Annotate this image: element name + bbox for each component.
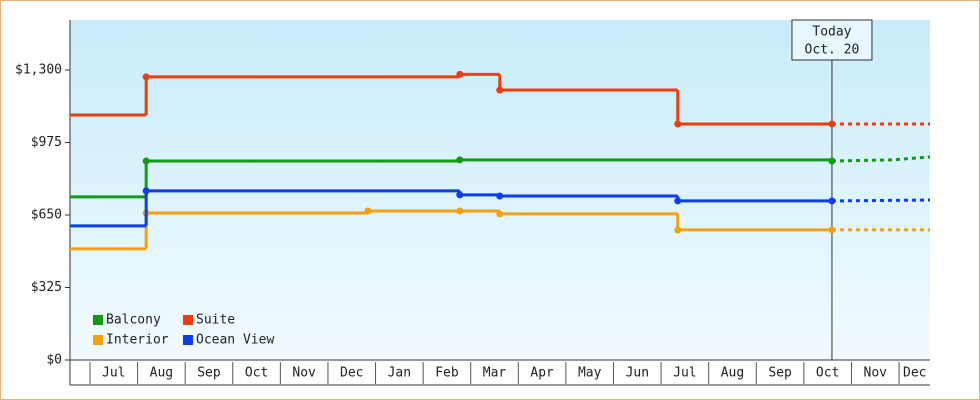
point [674,197,682,205]
point [456,191,464,199]
legend-swatch [93,315,103,325]
x-tick-label: Oct [245,366,268,381]
point [496,210,504,218]
legend-swatch [183,315,193,325]
y-tick-label: $325 [31,280,62,295]
y-tick-label: $0 [46,353,62,368]
point [496,192,504,200]
x-tick-label: Jan [388,366,411,381]
x-tick-label: Mar [483,366,507,381]
legend-swatch [183,335,193,345]
point [828,226,836,234]
x-tick-label: Dec [340,366,363,381]
x-tick-label: Nov [292,366,316,381]
legend-label: Balcony [106,313,161,328]
x-tick-label: Jun [626,366,649,381]
point [674,226,682,234]
legend-label: Suite [196,313,235,328]
point [828,157,836,165]
x-tick-label: Apr [530,366,554,381]
point [142,73,150,81]
x-tick-label: Feb [435,366,459,381]
point [456,207,464,215]
forecast-line [831,198,931,203]
today-label: Oct. 20 [805,43,860,58]
y-tick-label: $1,300 [15,62,62,77]
x-tick-label: Aug [721,366,744,381]
x-tick-label: Oct [816,366,839,381]
today-label: Today [812,25,851,40]
point [364,207,372,215]
y-tick-label: $650 [31,207,62,222]
x-tick-label: Sep [197,366,221,381]
point [828,120,836,128]
x-tick-label: Nov [864,366,888,381]
legend-label: Ocean View [196,333,274,348]
point [496,86,504,94]
point [828,197,836,205]
x-tick-label: Aug [150,366,173,381]
legend-swatch [93,335,103,345]
point [456,156,464,164]
today-box [791,19,873,61]
forecast-line [831,155,931,163]
x-tick-label: Jul [102,366,125,381]
x-tick-label: Jul [673,366,696,381]
x-tick-label: Sep [768,366,792,381]
point [674,120,682,128]
point [142,157,150,165]
x-tick-label: Dec [903,366,926,381]
point [142,187,150,195]
x-tick-label: May [578,366,602,381]
point [456,70,464,78]
y-tick-label: $975 [31,135,62,150]
legend-label: Interior [106,333,169,348]
